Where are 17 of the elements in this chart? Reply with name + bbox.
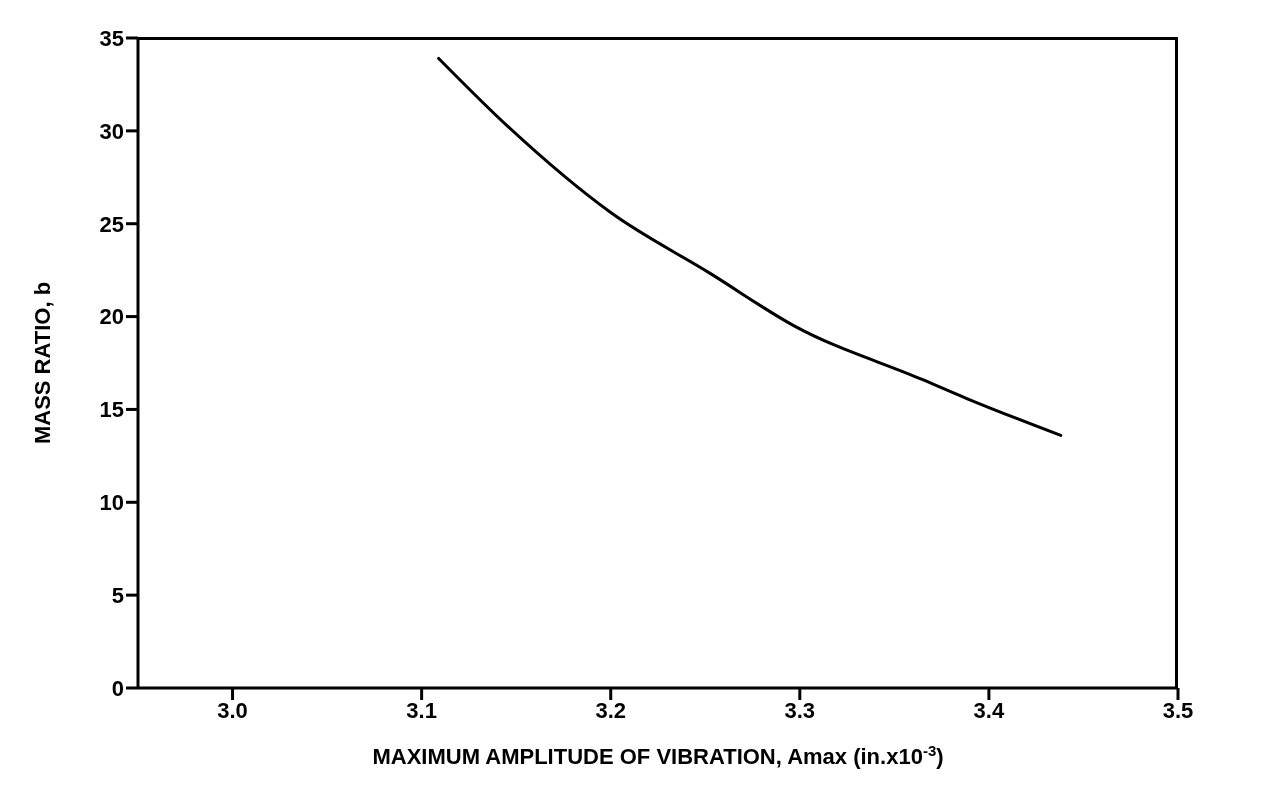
line-series bbox=[437, 56, 1063, 437]
x-tick-label: 3.5 bbox=[1162, 697, 1194, 723]
y-axis-title: MASS RATIO, b bbox=[30, 281, 55, 445]
y-tick-label: 10 bbox=[99, 490, 124, 516]
y-tick-label: 30 bbox=[99, 118, 124, 144]
x-tick-label: 3.0 bbox=[217, 697, 248, 723]
y-tick-label: 25 bbox=[99, 211, 124, 237]
y-tick-label: 35 bbox=[99, 25, 124, 51]
y-tick-label: 0 bbox=[111, 675, 124, 701]
x-tick-label: 3.2 bbox=[595, 697, 627, 723]
x-tick-label: 3.4 bbox=[973, 697, 1005, 723]
y-tick-label: 20 bbox=[99, 304, 124, 330]
x-tick-label: 3.1 bbox=[406, 697, 437, 723]
y-tick-label: 5 bbox=[111, 582, 124, 608]
y-tick-label: 15 bbox=[99, 397, 124, 423]
x-axis-title: MAXIMUM AMPLITUDE OF VIBRATION, Amax (in.x10$^{-3}$) bbox=[372, 741, 944, 769]
x-tick-label: 3.3 bbox=[784, 697, 816, 723]
